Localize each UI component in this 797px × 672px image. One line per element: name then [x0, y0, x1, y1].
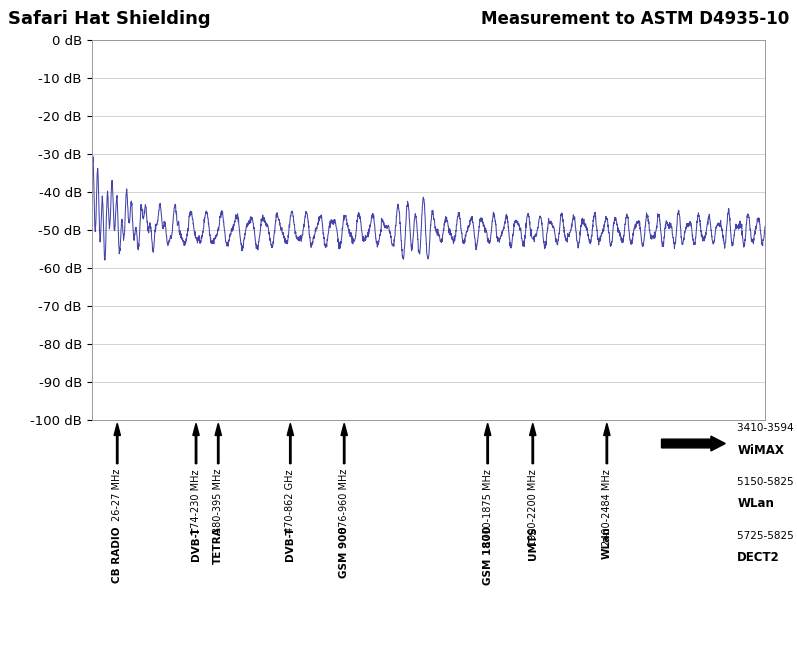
Text: 5725-5825 MHz: 5725-5825 MHz [737, 531, 797, 541]
Text: UMTS: UMTS [528, 526, 538, 560]
Text: 876-960 MHz: 876-960 MHz [340, 469, 349, 534]
Text: CB RADIO: CB RADIO [112, 526, 122, 583]
Text: WLan: WLan [602, 526, 612, 559]
Text: WiMAX: WiMAX [737, 444, 784, 456]
Text: 5150-5825 MHz: 5150-5825 MHz [737, 477, 797, 487]
Text: 380-395 MHz: 380-395 MHz [214, 469, 223, 534]
Text: GSM 900: GSM 900 [340, 526, 349, 578]
Text: 3410-3594 MHz: 3410-3594 MHz [737, 423, 797, 433]
Text: GSM 1800: GSM 1800 [483, 526, 493, 585]
Text: DECT2: DECT2 [737, 551, 780, 564]
Text: 2400-2484 MHz: 2400-2484 MHz [602, 469, 612, 546]
Text: 1710-1875 MHz: 1710-1875 MHz [483, 469, 493, 546]
Text: 174-230 MHz: 174-230 MHz [191, 469, 201, 534]
Text: DVB-T: DVB-T [191, 526, 201, 561]
Text: TETRA: TETRA [214, 526, 223, 564]
Text: WLan: WLan [737, 497, 774, 510]
Text: 470-862 GHz: 470-862 GHz [285, 469, 296, 532]
Text: DVB-T: DVB-T [285, 526, 296, 561]
Text: Measurement to ASTM D4935-10: Measurement to ASTM D4935-10 [481, 10, 789, 28]
Text: Safari Hat Shielding: Safari Hat Shielding [8, 10, 210, 28]
Text: 1900-2200 MHz: 1900-2200 MHz [528, 469, 538, 546]
Text: 26-27 MHz: 26-27 MHz [112, 469, 122, 521]
